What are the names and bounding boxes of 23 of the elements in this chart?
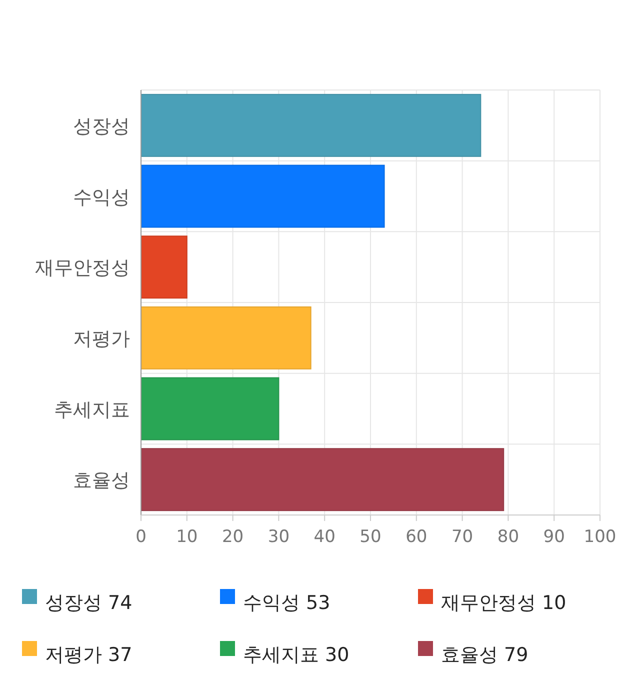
legend-label: 저평가 37 [45,644,132,666]
y-tick-label: 수익성 [73,186,130,208]
x-tick-label: 60 [406,527,428,547]
x-tick-label: 0 [136,527,146,547]
legend-label: 수익성 53 [243,592,330,614]
x-tick-label: 50 [360,527,382,547]
y-tick-label: 재무안정성 [35,257,130,280]
x-tick-label: 90 [543,527,565,547]
x-tick-label: 10 [176,527,198,547]
legend-label: 효율성 79 [441,644,528,666]
x-tick-label: 100 [584,527,616,547]
y-tick-label: 성장성 [73,115,130,138]
legend-label: 재무안정성 10 [441,592,566,614]
x-tick-label: 30 [268,527,290,547]
y-tick-label: 효율성 [73,470,130,492]
y-tick-label: 저평가 [73,328,130,350]
legend-label: 성장성 74 [45,592,132,614]
x-tick-label: 70 [451,527,474,547]
x-tick-label: 80 [497,527,520,547]
x-tick-label: 20 [222,527,244,547]
legend-label: 추세지표 30 [243,644,350,666]
y-tick-label: 추세지표 [54,398,130,421]
x-tick-label: 40 [314,527,336,547]
